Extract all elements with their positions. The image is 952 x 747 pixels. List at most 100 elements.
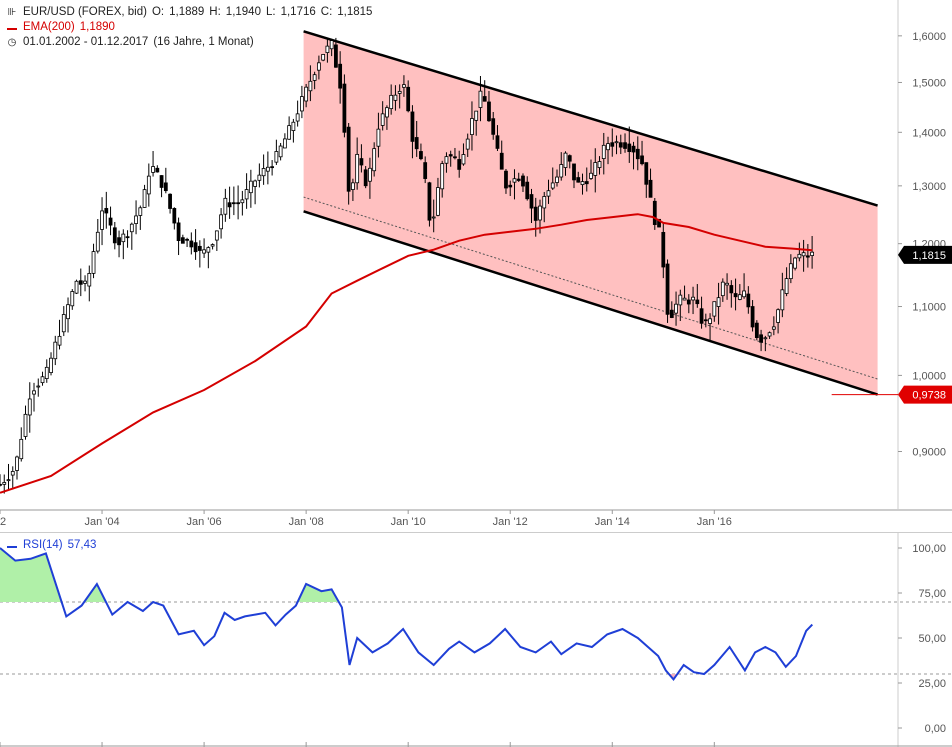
candle-body [134,215,138,224]
candle-body [580,181,585,186]
ema-row: EMA(200) 1,1890 [6,20,372,35]
candle-body [414,137,419,150]
candle-body [448,154,453,157]
candle-body [521,175,525,187]
candle-body [601,144,606,159]
rsi-y-tick-label: 25,00 [918,678,946,690]
candle-body [219,214,223,230]
candle-body [810,251,814,256]
candle-body [138,207,143,216]
candle-body [725,282,729,286]
candle-body [129,223,134,233]
candle-body [346,126,351,192]
candle-body [359,158,364,166]
candle-body [597,161,602,168]
low-label: L: [265,6,276,18]
y-tick-label: 1,5000 [912,77,946,89]
candle-body [180,237,185,244]
channel-mid-line [303,196,878,380]
candle-body [142,189,147,208]
candle-body [104,208,109,214]
candle-body [567,155,572,162]
candle-body [210,244,215,247]
rsi-y-tick-label: 50,00 [918,633,946,645]
close-label: C: [320,6,333,18]
y-tick-label: 1,3000 [912,181,946,193]
candle-body [419,151,423,160]
candle-body [2,482,7,485]
candle-body [74,280,79,294]
candle-body [66,304,70,320]
candle-body [576,177,581,183]
period-row: ◷ 01.01.2002 - 01.12.2017 (16 Jahre, 1 M… [6,35,372,50]
candle-body [185,238,189,241]
candle-body [70,291,75,307]
rsi-axes: 100,00 75,00 50,00 25,00 0,00 [898,543,946,735]
candle-body [525,181,530,200]
candle-body [538,205,542,221]
channel-fill [303,31,878,395]
rsi-y-tick-label: 100,00 [912,543,946,555]
candlestick-icon: ⊪ [7,7,17,18]
candle-body [10,471,15,476]
y-tick-label: 1,4000 [912,127,946,139]
candle-body [261,168,266,177]
last-price-label: 1,1815 [912,250,946,262]
candle-body [244,189,249,200]
candle-body [678,294,683,306]
candle-body [402,84,406,88]
candle-body [299,96,304,112]
candle-body [512,178,517,183]
candle-body [202,249,206,254]
rsi-line [0,547,814,682]
candle-body [686,299,691,305]
candle-body [606,143,610,151]
y-tick-label: 1,0000 [912,370,946,382]
candle-body [193,242,198,253]
candle-body [393,94,398,101]
candle-body [427,182,432,221]
candle-body [312,74,317,81]
candle-body [155,167,160,173]
ema-200-path [0,213,813,494]
candle-body [635,148,640,160]
candle-body [355,154,360,184]
candle-body [380,113,385,126]
trend-channel [303,30,878,396]
candle-body [797,253,802,259]
candle-body [23,413,28,437]
candle-body [423,162,428,179]
candle-body [610,142,615,147]
candle-body [325,45,330,53]
candle-body [495,135,500,149]
candle-body [91,251,96,274]
candle-body [363,169,368,187]
candle-body [197,245,202,251]
rsi-value: 57,43 [67,539,97,551]
candle-body [614,141,619,144]
candle-body [159,175,164,188]
candle-body [146,175,151,195]
candle-body [6,479,11,482]
candle-body [508,184,513,188]
symbol-row: ⊪ EUR/USD (FOREX, bid) O: 1,1889 H: 1,1940… [6,5,373,20]
last-price-tag [898,245,952,264]
candle-body [61,314,66,333]
price-grid [0,0,952,511]
candle-body [737,294,742,300]
candle-body [648,179,653,198]
candle-body [57,335,62,346]
high-value: 1,1940 [225,6,261,18]
rsi-line-icon [6,538,18,553]
candle-body [776,309,780,323]
x-tick-label: Jan '10 [391,516,426,528]
candle-body [108,217,113,226]
ema-line-icon [6,20,18,35]
candle-body [436,187,440,216]
candle-body [720,281,725,297]
candle-body [372,148,377,172]
candle-body [189,240,194,248]
y-tick-label: 1,1000 [912,302,946,314]
candle-body [584,181,589,185]
candle-body [712,301,717,317]
